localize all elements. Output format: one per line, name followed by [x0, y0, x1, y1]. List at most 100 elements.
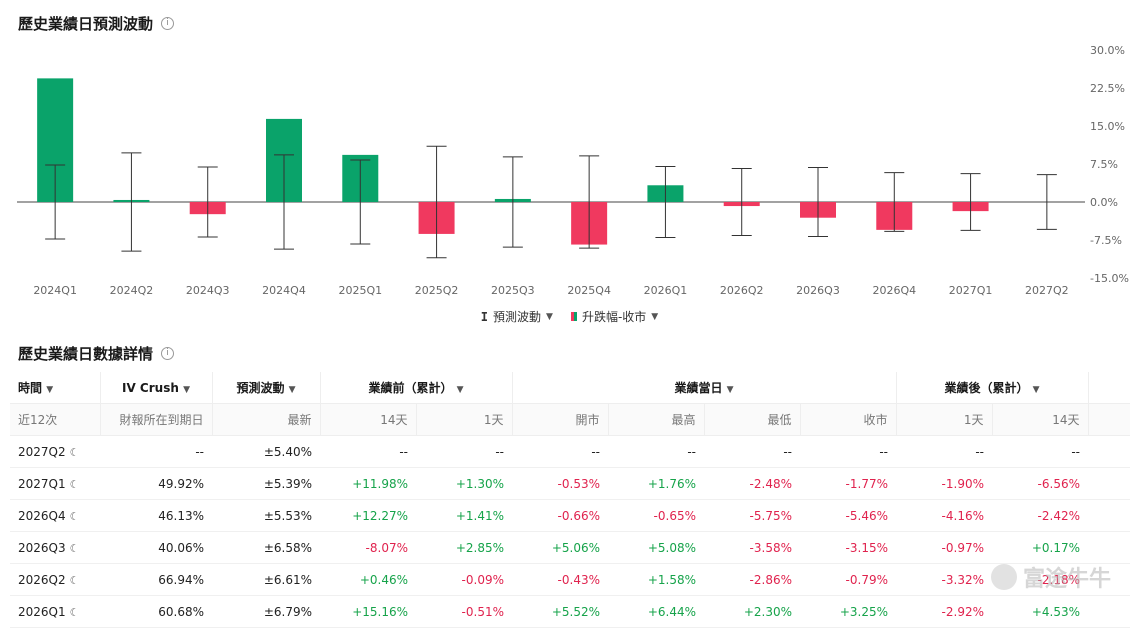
- row-value: 49.92%: [100, 467, 212, 500]
- sub-header-cell: 收市: [799, 403, 896, 436]
- moon-icon: ☾: [69, 477, 80, 491]
- caret-down-icon: ▼: [726, 385, 734, 395]
- row-quarter: 2026Q2 ☾: [10, 563, 100, 596]
- watermark: 富途牛牛: [990, 561, 1111, 593]
- row-value: +6.44%: [608, 595, 704, 628]
- row-value: -2.92%: [896, 595, 992, 628]
- caret-down-icon: ▼: [456, 385, 464, 395]
- row-value: +4.53%: [992, 595, 1088, 628]
- moon-icon: ☾: [69, 445, 80, 459]
- caret-down-icon: ▼: [46, 385, 54, 395]
- updown-swatch-icon: [570, 312, 577, 321]
- x-tick-label: 2025Q1: [338, 284, 382, 297]
- row-value: -4.16%: [896, 499, 992, 532]
- row-value: --: [608, 435, 704, 468]
- x-tick-label: 2024Q3: [186, 284, 230, 297]
- row-value: -2.42%: [992, 499, 1088, 532]
- row-value: +0.46%: [320, 563, 416, 596]
- x-tick-label: 2026Q1: [644, 284, 688, 297]
- y-tick-label: 0.0%: [1090, 196, 1118, 209]
- sub-header-cell: 財報所在到期日: [99, 403, 212, 436]
- header-time[interactable]: 時間 ▼: [10, 372, 100, 404]
- table-row[interactable]: 2027Q1 ☾ 49.92% ±5.39% +11.98% +1.30% -0.53% +1…: [10, 467, 1130, 500]
- row-value: -2.48%: [704, 467, 800, 500]
- x-tick-label: 2024Q2: [110, 284, 154, 297]
- row-value: ±5.53%: [212, 499, 320, 532]
- sub-header-cell: 近12次: [10, 403, 100, 436]
- row-value: -1.77%: [800, 467, 896, 500]
- row-value: +15.16%: [320, 595, 416, 628]
- y-tick-label: -15.0%: [1090, 272, 1129, 285]
- info-icon[interactable]: i: [161, 347, 175, 360]
- watermark-text: 富途牛牛: [1022, 567, 1111, 592]
- row-value: -0.51%: [416, 595, 512, 628]
- row-value: -2.86%: [704, 563, 800, 596]
- row-value: -5.75%: [704, 499, 800, 532]
- header-iv-crush[interactable]: IV Crush ▼: [99, 372, 212, 404]
- row-value: +11.98%: [320, 467, 416, 500]
- row-value: --: [416, 435, 512, 468]
- sub-header-cell: 最低: [703, 403, 800, 436]
- x-tick-label: 2025Q4: [567, 284, 611, 297]
- row-quarter: 2026Q3 ☾: [10, 531, 100, 564]
- row-value: --: [704, 435, 800, 468]
- ibeam-icon: I: [480, 309, 489, 324]
- row-value: +12.27%: [320, 499, 416, 532]
- legend-predicted[interactable]: I 預測波動 ▼: [481, 308, 553, 325]
- volatility-chart: 30.0% 22.5% 15.0% 7.5% 0.0% -7.5% -15.0% 2024Q1…: [17, 44, 1129, 297]
- header-post[interactable]: 業績後（累計） ▼: [895, 372, 1088, 404]
- table-row[interactable]: 2026Q1 ☾ 60.68% ±6.79% +15.16% -0.51% +5.52% +6…: [10, 595, 1130, 628]
- row-value: -3.15%: [800, 531, 896, 564]
- y-tick-label: -7.5%: [1090, 234, 1122, 247]
- row-value: +2.30%: [704, 595, 800, 628]
- y-tick-label: 30.0%: [1090, 44, 1125, 57]
- y-tick-label: 22.5%: [1090, 82, 1125, 95]
- row-value: -3.58%: [704, 531, 800, 564]
- table-row[interactable]: 2027Q2 ☾ -- ±5.40% -- -- -- -- -- -- -- --: [10, 435, 1130, 468]
- row-value: +5.08%: [608, 531, 704, 564]
- x-tick-label: 2025Q3: [491, 284, 535, 297]
- row-value: -0.09%: [416, 563, 512, 596]
- row-value: ±5.39%: [212, 467, 320, 500]
- row-value: --: [800, 435, 896, 468]
- row-value: ±6.58%: [212, 531, 320, 564]
- x-tick-label: 2024Q1: [33, 284, 77, 297]
- moon-icon: ☾: [69, 541, 80, 555]
- row-value: --: [100, 435, 212, 468]
- x-tick-label: 2027Q1: [949, 284, 993, 297]
- sub-header-cell: 最新: [211, 403, 320, 436]
- header-predicted[interactable]: 預測波動 ▼: [211, 372, 320, 404]
- caret-down-icon: ▼: [183, 384, 190, 395]
- header-day[interactable]: 業績當日 ▼: [511, 372, 896, 404]
- legend-actual[interactable]: 升跌幅-收市 ▼: [570, 308, 659, 325]
- sub-header-cell: 14天: [319, 403, 416, 436]
- row-value: -0.43%: [512, 563, 608, 596]
- row-value: 40.06%: [100, 531, 212, 564]
- header-pre[interactable]: 業績前（累計） ▼: [319, 372, 512, 404]
- row-value: -0.53%: [512, 467, 608, 500]
- table-row[interactable]: 2026Q4 ☾ 46.13% ±5.53% +12.27% +1.41% -0.66% -0…: [10, 499, 1130, 532]
- row-value: +1.30%: [416, 467, 512, 500]
- row-value: -2.18%: [992, 563, 1088, 596]
- row-value: -8.07%: [320, 531, 416, 564]
- row-value: --: [992, 435, 1088, 468]
- row-value: -0.65%: [608, 499, 704, 532]
- row-value: +1.58%: [608, 563, 704, 596]
- detail-section-title: 歷史業績日數據詳情 i: [18, 343, 175, 364]
- caret-down-icon: ▼: [651, 311, 659, 322]
- info-icon[interactable]: i: [161, 17, 175, 30]
- row-value: +1.76%: [608, 467, 704, 500]
- row-value: -5.46%: [800, 499, 896, 532]
- x-tick-label: 2026Q3: [796, 284, 840, 297]
- table-row[interactable]: 2026Q3 ☾ 40.06% ±6.58% -8.07% +2.85% +5.06% +5.…: [10, 531, 1130, 564]
- row-value: ±6.61%: [212, 563, 320, 596]
- row-value: -1.90%: [896, 467, 992, 500]
- legend-actual-label: 升跌幅-收市: [581, 310, 647, 324]
- table-row[interactable]: 2026Q2 ☾ 66.94% ±6.61% +0.46% -0.09% -0.43% +1.…: [10, 563, 1130, 596]
- row-value: -0.66%: [512, 499, 608, 532]
- row-quarter: 2026Q1 ☾: [10, 595, 100, 628]
- table-group-header: 時間 ▼ IV Crush ▼ 預測波動 ▼ 業績前（累計） ▼ 業績當日 ▼ …: [10, 372, 1130, 404]
- sub-header-cell: 最高: [607, 403, 704, 436]
- row-value: 60.68%: [100, 595, 212, 628]
- row-value: +2.85%: [416, 531, 512, 564]
